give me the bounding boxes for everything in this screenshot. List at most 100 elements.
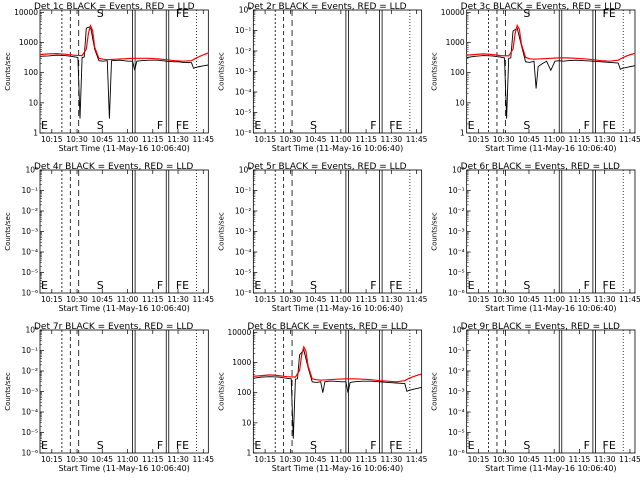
- y-tick-label: 10⁻⁶: [21, 289, 38, 298]
- y-tick-label: 10⁻⁶: [21, 449, 38, 458]
- x-tick-label: 11:15: [142, 295, 164, 304]
- y-tick-label: 10⁻⁶: [448, 289, 465, 298]
- y-tick-label: 10⁻³: [235, 227, 252, 236]
- x-tick-label: 10:30: [66, 295, 88, 304]
- y-axis-label: Counts/sec: [431, 372, 439, 411]
- x-tick-label: 11:00: [330, 295, 352, 304]
- x-tick-label: 11:30: [167, 455, 189, 464]
- plot-frame: [252, 169, 423, 294]
- y-tick-label: 1: [247, 449, 252, 458]
- y-tick-label: 10⁻⁴: [235, 88, 252, 97]
- x-tick-label: 10:30: [66, 455, 88, 464]
- phase-marker-s: S: [310, 119, 317, 132]
- phase-marker-fe: FE: [603, 119, 616, 132]
- x-tick-label: 10:30: [280, 455, 302, 464]
- phase-marker-s: S: [523, 279, 530, 292]
- panel-title: Det 5r BLACK = Events, RED = LLD: [247, 162, 406, 172]
- phase-marker-e: E: [254, 279, 261, 292]
- panel-det-6: Det 6r BLACK = Events, RED = LLD 10:15 10:…: [431, 162, 640, 313]
- x-tick-label: 10:45: [518, 455, 540, 464]
- x-tick-label: 11:00: [117, 135, 139, 144]
- phase-marker-f: F: [370, 439, 376, 452]
- panel-det-5: Det 5r BLACK = Events, RED = LLD 10:15 10:…: [217, 162, 427, 313]
- y-tick-label: 10⁻⁵: [21, 428, 38, 437]
- y-tick-label: 10⁻⁴: [448, 248, 465, 257]
- y-tick-label: 10: [242, 418, 252, 427]
- phase-marker-f: F: [157, 119, 163, 132]
- x-tick-label: 10:15: [254, 455, 276, 464]
- x-tick-label: 11:00: [543, 135, 565, 144]
- x-tick-label: 10:15: [468, 135, 490, 144]
- phase-marker-fe: FE: [176, 119, 189, 132]
- x-tick-label: 11:30: [167, 135, 189, 144]
- x-tick-label: 11:45: [619, 135, 640, 144]
- x-tick-label: 11:15: [355, 295, 377, 304]
- phase-marker-e: E: [468, 439, 475, 452]
- phase-marker-fe: FE: [603, 279, 616, 292]
- x-tick-label: 11:15: [355, 455, 377, 464]
- x-tick-label: 10:45: [91, 455, 113, 464]
- x-tick-label: 11:45: [192, 295, 214, 304]
- x-tick-label: 10:15: [468, 295, 490, 304]
- x-tick-label: 10:45: [91, 135, 113, 144]
- phase-marker-s: S: [97, 279, 104, 292]
- series-lld-line: [253, 345, 422, 383]
- x-tick-label: 10:15: [468, 455, 490, 464]
- y-tick-label: 1000: [446, 38, 465, 47]
- y-tick-label: 1: [460, 129, 465, 138]
- y-tick-label: 10⁻³: [448, 227, 465, 236]
- x-tick-label: 11:15: [142, 135, 164, 144]
- y-tick-label: 10⁻⁶: [448, 449, 465, 458]
- y-tick-label: 10⁻⁴: [21, 408, 38, 417]
- y-tick-label: 10⁻⁶: [235, 129, 252, 138]
- phase-marker-fe: FE: [176, 439, 189, 452]
- x-tick-label: 11:30: [381, 135, 403, 144]
- phase-marker-fe: FE: [176, 279, 189, 292]
- panel-title: Det 9r BLACK = Events, RED = LLD: [461, 322, 620, 332]
- series-events-line: [466, 27, 636, 119]
- x-tick-label: 10:15: [41, 135, 63, 144]
- phase-marker-e: E: [468, 279, 475, 292]
- phase-marker-f: F: [584, 439, 590, 452]
- series-lld-line: [39, 24, 209, 62]
- y-tick-label: 10⁻⁴: [235, 248, 252, 257]
- y-tick-label: 10⁻³: [21, 227, 38, 236]
- x-axis-label: Start Time (11-May-16 10:06:40): [485, 464, 616, 473]
- panel-title: Det 2r BLACK = Events, RED = LLD: [247, 2, 406, 12]
- x-tick-label: 11:30: [381, 455, 403, 464]
- phase-marker-top-s: S: [97, 7, 104, 20]
- x-tick-label: 10:30: [493, 295, 515, 304]
- x-tick-label: 11:30: [594, 455, 616, 464]
- phase-marker-s: S: [310, 279, 317, 292]
- phase-marker-top-fe: FE: [603, 7, 616, 20]
- y-tick-label: 10⁰: [239, 6, 252, 15]
- panel-title: Det 8c BLACK = Events, RED = LLD: [247, 322, 408, 332]
- y-tick-label: 10000: [227, 328, 251, 337]
- y-tick-label: 10⁻²: [235, 207, 252, 216]
- y-tick-label: 10⁻²: [235, 47, 252, 56]
- y-tick-label: 10: [455, 98, 465, 107]
- y-tick-label: 10⁰: [452, 326, 465, 335]
- x-tick-label: 11:15: [569, 295, 591, 304]
- panel-title: Det 6r BLACK = Events, RED = LLD: [461, 162, 620, 172]
- x-tick-label: 11:15: [569, 135, 591, 144]
- x-tick-label: 11:45: [619, 455, 640, 464]
- y-tick-label: 10⁻³: [235, 67, 252, 76]
- phase-marker-s: S: [97, 439, 104, 452]
- phase-marker-f: F: [584, 119, 590, 132]
- y-axis-label: Counts/sec: [4, 372, 12, 411]
- x-tick-label: 11:00: [543, 295, 565, 304]
- x-tick-label: 10:30: [280, 135, 302, 144]
- x-axis-label: Start Time (11-May-16 10:06:40): [58, 464, 189, 473]
- plot-frame: [39, 169, 209, 294]
- y-tick-label: 10⁻⁶: [235, 289, 252, 298]
- phase-marker-fe: FE: [389, 119, 402, 132]
- x-tick-label: 11:00: [543, 455, 565, 464]
- y-axis-label: Counts/sec: [4, 212, 12, 251]
- y-tick-label: 10⁻⁴: [21, 248, 38, 257]
- y-tick-label: 1000: [19, 38, 38, 47]
- phase-marker-s: S: [310, 439, 317, 452]
- phase-marker-fe: FE: [389, 279, 402, 292]
